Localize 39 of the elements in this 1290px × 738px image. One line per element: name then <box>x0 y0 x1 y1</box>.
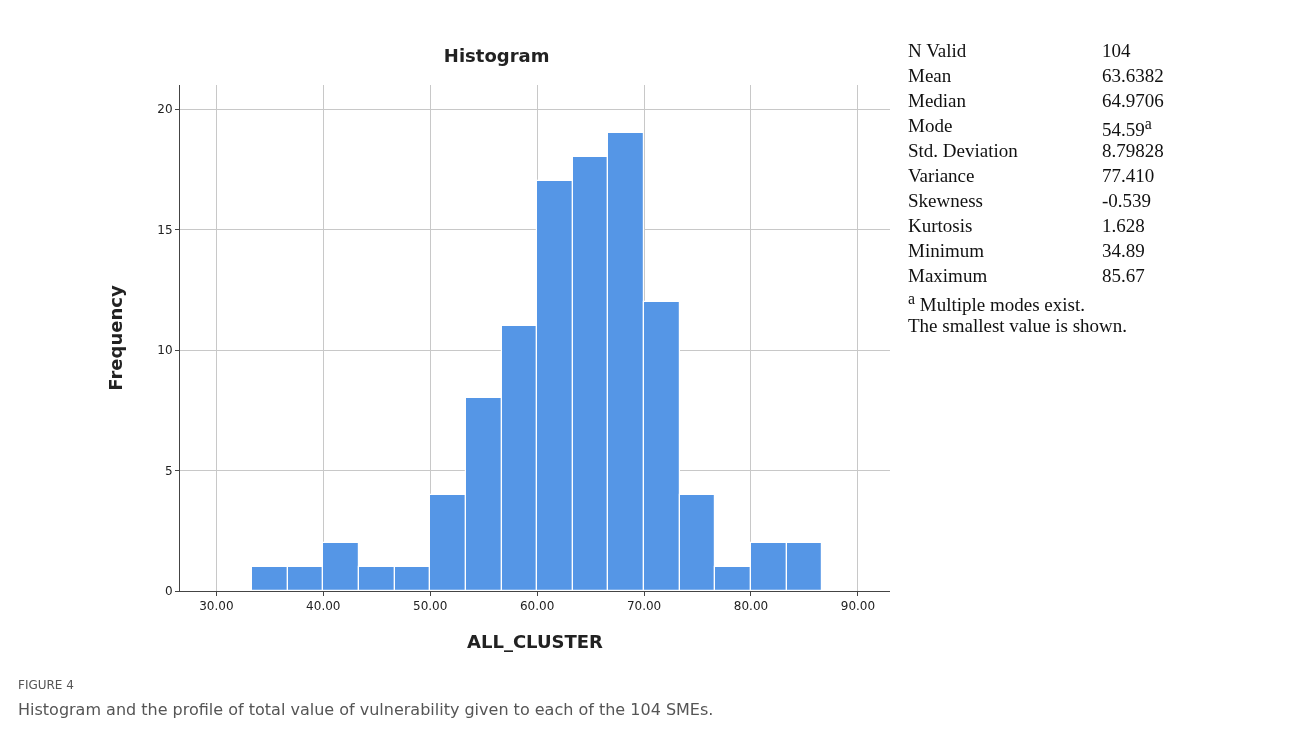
text: 104 <box>1102 40 1131 62</box>
text: The smallest value is shown. <box>908 315 1127 337</box>
text: Minimum <box>908 240 985 262</box>
text: 34.89 <box>1102 240 1145 262</box>
y-tick-label: 15 <box>157 222 173 237</box>
x-tick-label: 70.00 <box>626 599 662 614</box>
x-tick-label: 90.00 <box>840 599 876 614</box>
x-tick-label: 40.00 <box>306 599 341 614</box>
x-tick-label: 80.00 <box>733 599 769 614</box>
text: 64.9706 <box>1102 90 1164 112</box>
text: $^{a}$ Multiple modes exist. <box>908 290 1085 317</box>
x-axis-title: ALL_CLUSTER <box>467 630 604 652</box>
text: Maximum <box>908 265 988 287</box>
text: Median <box>908 90 967 112</box>
y-tick-label: 0 <box>164 584 173 599</box>
text: 85.67 <box>1102 265 1145 287</box>
caption: FIGURE 4 <box>18 678 74 692</box>
y-tick-label: 10 <box>157 343 173 358</box>
text: Histogram and the profile of total value of vulnerability given to each of the 104 SMEs. <box>18 700 714 719</box>
text: Mean <box>908 65 952 87</box>
text: Mode <box>908 115 953 137</box>
text: N Valid <box>908 40 967 62</box>
text: 1.628 <box>1102 215 1145 237</box>
text: -0.539 <box>1102 190 1152 212</box>
text: Std. Deviation <box>908 140 1018 162</box>
text: Kurtosis <box>908 215 973 237</box>
y-axis-title: Frequency <box>104 285 126 391</box>
text: Skewness <box>908 190 983 212</box>
y-tick-label: 20 <box>157 102 173 117</box>
x-tick-label: 60.00 <box>519 599 555 614</box>
text: 54.59$^{a}$ <box>1102 115 1152 142</box>
text: 63.6382 <box>1102 65 1164 87</box>
text: Variance <box>908 165 975 187</box>
chart-title: Histogram <box>443 44 550 66</box>
y-tick-label: 5 <box>164 463 173 478</box>
text: 77.410 <box>1102 165 1155 187</box>
x-tick-label: 30.00 <box>199 599 234 614</box>
text: 8.79828 <box>1102 140 1164 162</box>
x-tick-label: 50.00 <box>413 599 448 614</box>
